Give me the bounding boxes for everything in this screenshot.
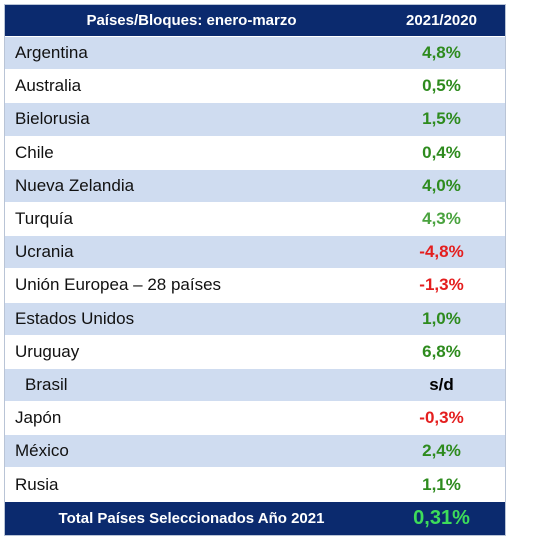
row-country: México — [15, 441, 69, 461]
row-value: 2,4% — [422, 441, 461, 461]
row-value: s/d — [429, 374, 454, 394]
total-label: Total Países Seleccionados Año 2021 — [58, 509, 325, 527]
row-country: Estados Unidos — [15, 308, 135, 328]
row-country: Rusia — [15, 474, 59, 494]
row-value: 6,8% — [422, 341, 461, 361]
row-value: 0,4% — [422, 142, 461, 162]
row-value: 4,3% — [422, 209, 461, 229]
data-table: Países/Bloques: enero-marzo 2021/2020 Ar… — [4, 4, 506, 536]
table-row: Chile 0,4% — [5, 136, 505, 170]
table-row: Turquía 4,3% — [5, 202, 505, 237]
table-row: Uruguay 6,8% — [5, 335, 505, 369]
table-row: Japón -0,3% — [5, 402, 505, 436]
table-row: México 2,4% — [5, 435, 505, 469]
row-country: Brasil — [25, 374, 68, 394]
row-country: Turquía — [15, 209, 73, 229]
table-row: Brasil s/d — [5, 368, 505, 403]
row-country: Nueva Zelandia — [15, 175, 135, 195]
table-row: Estados Unidos 1,0% — [5, 302, 505, 336]
row-value: 1,0% — [422, 308, 461, 328]
table-row: Nueva Zelandia 4,0% — [5, 169, 505, 203]
table-row: Rusia 1,1% — [5, 468, 505, 502]
row-country: Bielorusia — [15, 109, 90, 129]
row-country: Argentina — [15, 43, 88, 63]
total-value: 0,31% — [413, 506, 470, 529]
row-value: 1,5% — [422, 109, 461, 129]
table-row: Ucrania -4,8% — [5, 236, 505, 270]
row-country: Ucrania — [15, 242, 74, 262]
row-value: -0,3% — [419, 408, 464, 428]
table-row: Argentina 4,8% — [5, 37, 505, 71]
table-header: Países/Bloques: enero-marzo 2021/2020 — [5, 5, 505, 37]
row-value: 4,8% — [422, 43, 461, 63]
table-row: Unión Europea – 28 países -1,3% — [5, 269, 505, 303]
table-footer: Total Países Seleccionados Año 2021 0,31… — [5, 501, 505, 535]
header-period: 2021/2020 — [406, 12, 477, 29]
row-country: Australia — [15, 76, 82, 96]
header-country: Países/Bloques: enero-marzo — [86, 12, 297, 29]
row-value: 1,1% — [422, 474, 461, 494]
row-value: 0,5% — [422, 76, 461, 96]
row-country: Japón — [15, 408, 62, 428]
row-country: Uruguay — [15, 341, 80, 361]
row-value: -1,3% — [419, 275, 464, 295]
row-value: -4,8% — [419, 242, 464, 262]
table-row: Australia 0,5% — [5, 70, 505, 104]
table-row: Bielorusia 1,5% — [5, 103, 505, 137]
row-country: Chile — [15, 142, 54, 162]
row-value: 4,0% — [422, 175, 461, 195]
row-country: Unión Europea – 28 países — [15, 275, 222, 295]
